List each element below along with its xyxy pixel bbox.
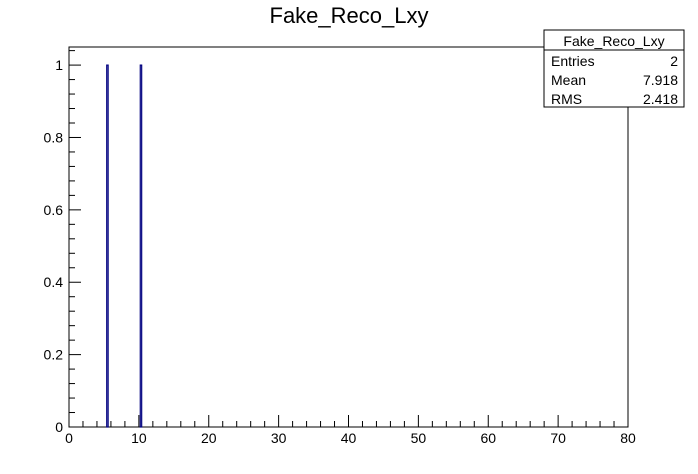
x-tick-label: 60 (480, 430, 496, 446)
stats-row-value: 2 (670, 53, 678, 69)
y-tick-label: 0.2 (44, 347, 64, 363)
x-tick-label: 10 (131, 430, 147, 446)
stats-row-value: 7.918 (643, 72, 678, 88)
x-tick-label: 20 (201, 430, 217, 446)
x-tick-label: 0 (65, 430, 73, 446)
stats-row-label: Mean (551, 72, 586, 88)
x-tick-label: 40 (341, 430, 357, 446)
y-tick-label: 0 (55, 419, 63, 435)
y-tick-label: 0.8 (44, 129, 64, 145)
histogram-bars (106, 64, 143, 428)
stats-row-value: 2.418 (643, 91, 678, 107)
histogram-bar (106, 64, 109, 428)
stats-row-label: Entries (551, 53, 595, 69)
stats-box: Fake_Reco_Lxy Entries 2 Mean 7.918 RMS 2.418 (543, 29, 685, 108)
x-tick-label: 30 (271, 430, 287, 446)
y-tick-label: 0.6 (44, 202, 64, 218)
stats-box-title: Fake_Reco_Lxy (563, 33, 664, 49)
stats-box-frame (543, 29, 685, 108)
y-tick-label: 1 (55, 57, 63, 73)
x-tick-label: 50 (411, 430, 427, 446)
y-tick-label: 0.4 (44, 274, 64, 290)
y-axis: 0 0.2 0.4 0.6 0.8 1 (44, 50, 81, 435)
histogram-bar (139, 64, 143, 428)
x-tick-label: 80 (620, 430, 636, 446)
x-tick-label: 70 (550, 430, 566, 446)
chart-title: Fake_Reco_Lxy (270, 3, 429, 28)
stats-row-label: RMS (551, 91, 582, 107)
stats-box-rows: Entries 2 Mean 7.918 RMS 2.418 (551, 53, 678, 107)
x-axis: 0 10 20 30 40 50 60 70 80 (65, 415, 636, 446)
